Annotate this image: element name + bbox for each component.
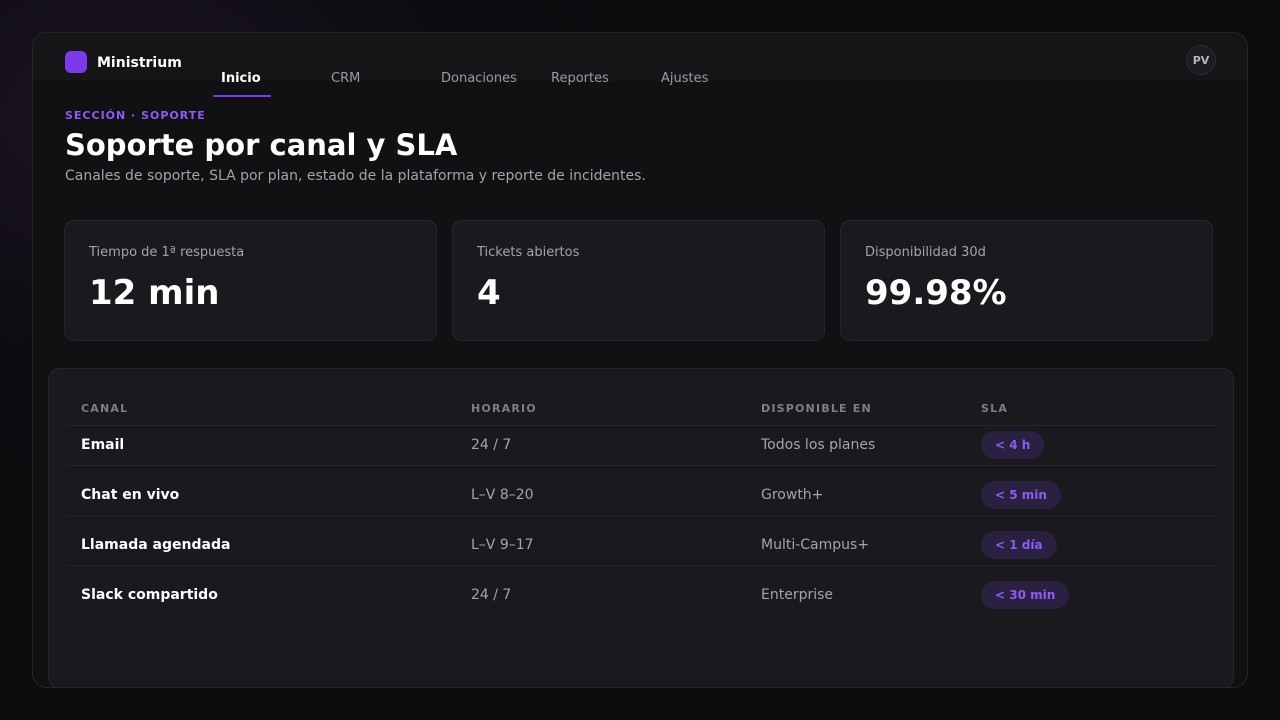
table-row: Chat en vivo L–V 8–20 Growth+ < 5 min bbox=[65, 465, 1217, 515]
column-header-disponible: DISPONIBLE EN bbox=[761, 402, 872, 415]
sla-badge: < 1 día bbox=[981, 531, 1057, 559]
app-window: Ministrium Inicio CRM Donaciones Reporte… bbox=[32, 32, 1248, 688]
stat-card-first-response: Tiempo de 1ª respuesta 12 min bbox=[64, 220, 437, 341]
stat-label: Tickets abiertos bbox=[477, 245, 580, 260]
column-header-sla: SLA bbox=[981, 402, 1009, 415]
channel-availability: Enterprise bbox=[761, 587, 834, 603]
tab-ajustes[interactable]: Ajustes bbox=[661, 71, 709, 86]
sla-badge: < 5 min bbox=[981, 481, 1061, 509]
stat-label: Disponibilidad 30d bbox=[865, 245, 986, 260]
active-tab-indicator bbox=[213, 95, 271, 97]
table-row: Email 24 / 7 Todos los planes < 4 h bbox=[65, 425, 1217, 475]
column-header-canal: CANAL bbox=[81, 402, 129, 415]
page-title: Soporte por canal y SLA bbox=[65, 128, 458, 162]
stat-value: 12 min bbox=[89, 273, 220, 313]
sla-badge: < 4 h bbox=[981, 431, 1045, 459]
top-bar bbox=[33, 33, 1247, 81]
column-header-horario: HORARIO bbox=[471, 402, 537, 415]
channel-availability: Growth+ bbox=[761, 487, 824, 503]
stat-value: 99.98% bbox=[865, 273, 1007, 313]
support-channels-table: CANAL HORARIO DISPONIBLE EN SLA Email 24… bbox=[48, 368, 1234, 687]
stat-label: Tiempo de 1ª respuesta bbox=[89, 245, 245, 260]
channel-name: Chat en vivo bbox=[81, 487, 180, 503]
stat-card-open-tickets: Tickets abiertos 4 bbox=[452, 220, 825, 341]
stat-card-availability: Disponibilidad 30d 99.98% bbox=[840, 220, 1213, 341]
channel-name: Llamada agendada bbox=[81, 537, 231, 553]
channel-availability: Todos los planes bbox=[761, 437, 876, 453]
stat-value: 4 bbox=[477, 273, 501, 313]
tab-reportes[interactable]: Reportes bbox=[551, 71, 609, 86]
channel-hours: L–V 9–17 bbox=[471, 537, 534, 553]
channel-hours: 24 / 7 bbox=[471, 587, 512, 603]
table-row: Llamada agendada L–V 9–17 Multi-Campus+ … bbox=[65, 515, 1217, 565]
channel-hours: L–V 8–20 bbox=[471, 487, 534, 503]
tab-inicio[interactable]: Inicio bbox=[221, 71, 261, 86]
channel-name: Slack compartido bbox=[81, 587, 218, 603]
channel-name: Email bbox=[81, 437, 125, 453]
page-subtitle: Canales de soporte, SLA por plan, estado… bbox=[65, 168, 646, 184]
channel-hours: 24 / 7 bbox=[471, 437, 512, 453]
user-avatar[interactable]: PV bbox=[1186, 45, 1216, 75]
brand-logo-icon[interactable] bbox=[65, 51, 87, 73]
tab-crm[interactable]: CRM bbox=[331, 71, 361, 86]
table-row: Slack compartido 24 / 7 Enterprise < 30 … bbox=[65, 565, 1217, 615]
channel-availability: Multi-Campus+ bbox=[761, 537, 870, 553]
brand-name[interactable]: Ministrium bbox=[97, 55, 182, 71]
section-eyebrow: SECCIÓN · SOPORTE bbox=[65, 109, 206, 122]
tab-donaciones[interactable]: Donaciones bbox=[441, 71, 517, 86]
sla-badge: < 30 min bbox=[981, 581, 1070, 609]
